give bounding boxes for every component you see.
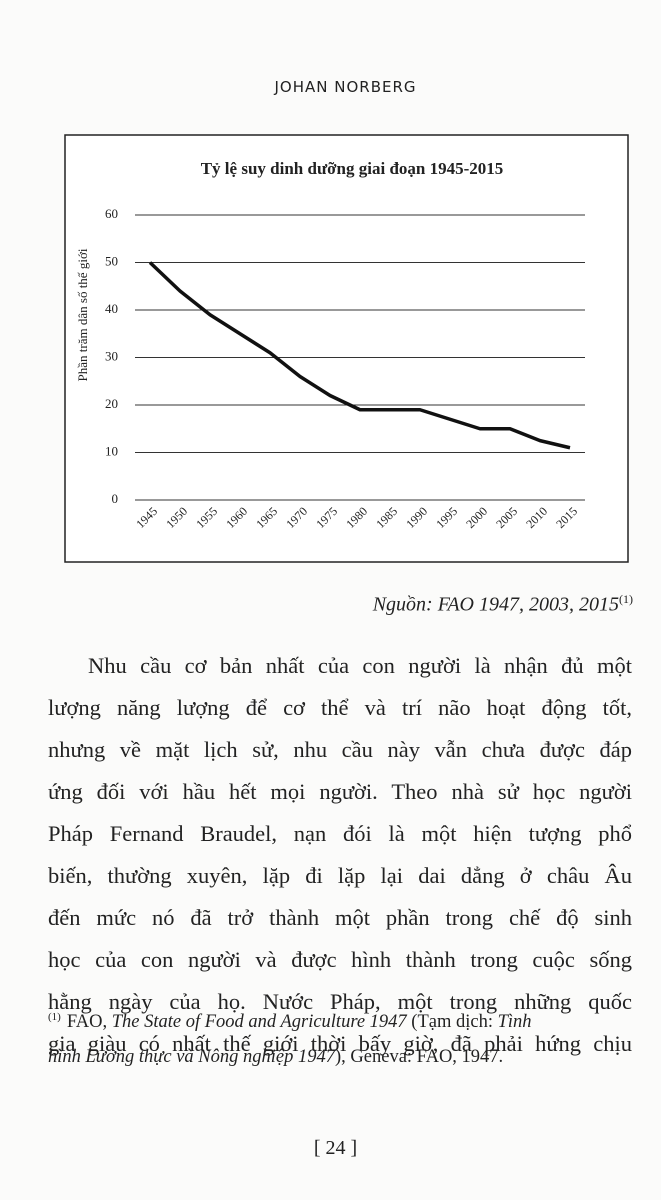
- footnote-segment: Tình: [497, 1012, 532, 1033]
- footnote-line: (1) FAO, The State of Food and Agricultur…: [48, 1012, 632, 1032]
- footnote-line: hình Lương thực và Nông nghiệp 1947), Ge…: [48, 1048, 632, 1067]
- body-line: biến, thường xuyên, lặp đi lặp lại dai d…: [48, 863, 632, 888]
- y-tick-label: 30: [105, 348, 118, 363]
- page-number: [ 24 ]: [313, 1137, 358, 1159]
- body-line: gia giàu có nhất thế giới thời bấy giờ, …: [48, 1031, 632, 1056]
- y-tick-label: 50: [105, 253, 118, 268]
- body-line: ứng đối với hầu hết mọi người. Theo nhà …: [48, 779, 632, 804]
- body-line: Pháp Fernand Braudel, nạn đói là một hiệ…: [48, 821, 632, 846]
- footnote-segment: FAO,: [66, 1012, 112, 1033]
- y-tick-label: 40: [105, 301, 118, 316]
- chart: Tỷ lệ suy dinh dưỡng giai đoạn 1945-2015…: [64, 134, 629, 563]
- body-line: nhưng về mặt lịch sử, nhu cầu này vẫn ch…: [48, 737, 632, 762]
- footnote-segment: (Tạm dịch:: [406, 1012, 498, 1033]
- chart-frame: [64, 134, 629, 563]
- footnote-segment: ), Geneva: FAO, 1947.: [335, 1047, 504, 1067]
- chart-title: Tỷ lệ suy dinh dưỡng giai đoạn 1945-2015: [201, 159, 504, 178]
- body-line: học của con người và được hình thành tro…: [48, 947, 632, 972]
- y-tick-label: 10: [105, 443, 118, 458]
- data-line: [148, 261, 571, 450]
- running-header: JOHAN NORBERG: [274, 78, 417, 96]
- body-line: Nhu cầu cơ bản nhất của con người là nhậ…: [88, 653, 632, 678]
- body-line: đến mức nó đã trở thành một phần trong c…: [48, 905, 632, 930]
- chart-caption: Nguồn: FAO 1947, 2003, 2015(1): [373, 592, 633, 617]
- caption-text: Nguồn: FAO 1947, 2003, 2015: [372, 593, 619, 616]
- y-axis-label: Phần trăm dân số thế giới: [75, 248, 90, 381]
- y-tick-label: 60: [105, 206, 118, 221]
- y-tick-label: 20: [105, 396, 118, 411]
- caption-note-ref: (1): [619, 592, 633, 606]
- y-tick-label: 0: [112, 491, 119, 506]
- footnote-segment: hình Lương thực và Nông nghiệp 1947: [48, 1047, 335, 1067]
- footnote-marker: (1): [48, 1011, 61, 1023]
- body-line: lượng năng lượng để cơ thể và trí não ho…: [48, 695, 632, 720]
- footnote-segment: The State of Food and Agriculture 1947: [111, 1012, 407, 1033]
- body-line: hằng ngày của họ. Nước Pháp, một trong n…: [48, 989, 632, 1014]
